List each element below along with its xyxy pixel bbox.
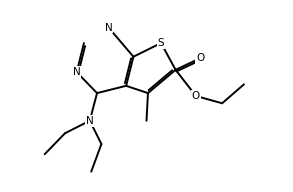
Text: O: O bbox=[192, 91, 200, 101]
Text: N: N bbox=[105, 23, 113, 33]
Text: N: N bbox=[86, 116, 94, 126]
Text: O: O bbox=[196, 53, 205, 63]
Text: S: S bbox=[158, 38, 164, 48]
Text: N: N bbox=[73, 67, 81, 77]
